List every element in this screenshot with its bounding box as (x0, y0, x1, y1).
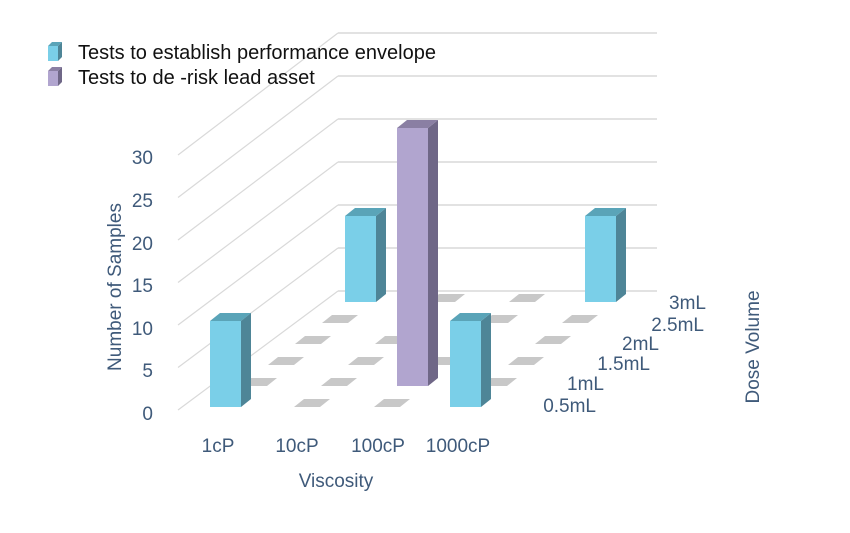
legend-swatch-envelope-side (58, 42, 62, 61)
bar-front-face (585, 216, 616, 302)
zero-tile-100cP-0.5mL (374, 399, 410, 407)
side-wall-gridline (177, 247, 339, 368)
x-axis-title: Viscosity (299, 471, 374, 492)
x-tick-label: 100cP (351, 436, 405, 457)
legend-swatch-derisk-side (58, 67, 62, 86)
bar-1000cP-0.5mL (450, 313, 491, 407)
depth-tick-label: 0.5mL (543, 396, 596, 417)
depth-axis-title: Dose Volume (743, 290, 764, 403)
bar-100cP-1mL (397, 120, 438, 386)
bar-top-face (585, 208, 626, 216)
y-tick-label: 25 (132, 191, 153, 212)
side-wall-gridline (177, 75, 339, 198)
y-tick-label: 30 (132, 148, 153, 169)
depth-tick-label: 3mL (669, 293, 706, 314)
bar-front-face (450, 321, 481, 407)
legend-label-derisk: Tests to de -risk lead asset (78, 67, 315, 89)
legend-item-envelope[interactable]: Tests to establish performance envelope (48, 42, 436, 64)
y-tick-label: 20 (132, 234, 153, 255)
y-tick-label: 10 (132, 319, 153, 340)
depth-tick-label: 2.5mL (651, 315, 704, 336)
legend-swatch-derisk (48, 71, 58, 86)
bar-1cP-3mL (345, 208, 386, 302)
legend-swatch-derisk-top (48, 67, 62, 71)
x-axis-ticks: 1cP 10cP 100cP 1000cP (202, 436, 491, 457)
zero-tile-1cP-1.5mL (268, 357, 304, 365)
depth-tick-label: 1mL (567, 374, 604, 395)
bar-1000cP-3mL (585, 208, 626, 302)
bar-front-face (210, 321, 241, 407)
legend-swatch-envelope (48, 46, 58, 61)
y-tick-label: 5 (142, 361, 153, 382)
side-wall-gridline (177, 290, 339, 411)
depth-tick-label: 2mL (622, 334, 659, 355)
y-axis-ticks: 0 5 10 15 20 25 30 (132, 148, 153, 425)
x-tick-label: 10cP (275, 436, 318, 457)
zero-tile-10cP-1mL (321, 378, 357, 386)
bars (210, 120, 626, 407)
gridlines (177, 32, 657, 411)
zero-tile-1000cP-2.5mL (562, 315, 598, 323)
x-tick-label: 1000cP (426, 436, 490, 457)
zero-tile-1cP-2.5mL (322, 315, 358, 323)
legend: Tests to establish performance envelope … (48, 42, 436, 89)
x-tick-label: 1cP (202, 436, 235, 457)
side-wall-gridline (177, 118, 339, 241)
y-axis-title: Number of Samples (105, 203, 126, 371)
y-tick-label: 15 (132, 276, 153, 297)
bar-top-face (450, 313, 491, 321)
bar-top-face (210, 313, 251, 321)
depth-tick-label: 1.5mL (597, 354, 650, 375)
bar-1cP-0.5mL (210, 313, 251, 407)
legend-label-envelope: Tests to establish performance envelope (78, 42, 436, 64)
bar-side-face (616, 208, 626, 302)
side-wall-gridline (177, 204, 339, 326)
bar-side-face (376, 208, 386, 302)
bar-top-face (397, 120, 438, 128)
zero-tile-1cP-2mL (295, 336, 331, 344)
side-wall-gridline (177, 161, 339, 283)
depth-axis-ticks: 0.5mL 1mL 1.5mL 2mL 2.5mL 3mL (543, 293, 706, 417)
zero-tile-10cP-1.5mL (348, 357, 384, 365)
side-wall-gridline (177, 32, 339, 156)
bar-front-face (397, 128, 428, 386)
zero-tile-100cP-3mL (509, 294, 545, 302)
zero-tile-1000cP-1.5mL (508, 357, 544, 365)
bar-side-face (481, 313, 491, 407)
bar-side-face (428, 120, 438, 386)
zero-tile-1000cP-2mL (535, 336, 571, 344)
legend-item-derisk[interactable]: Tests to de -risk lead asset (48, 67, 315, 89)
zero-tile-10cP-0.5mL (294, 399, 330, 407)
bar-top-face (345, 208, 386, 216)
y-tick-label: 0 (142, 404, 153, 425)
bar-side-face (241, 313, 251, 407)
bar-front-face (345, 216, 376, 302)
legend-swatch-envelope-top (48, 42, 62, 46)
